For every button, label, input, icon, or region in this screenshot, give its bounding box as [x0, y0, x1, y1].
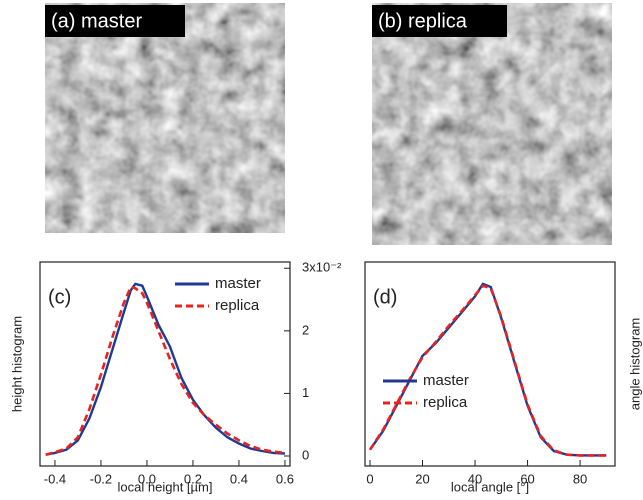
- series-line: [368, 284, 607, 457]
- x-tick-label: 0.0: [138, 471, 156, 486]
- legend-label: master: [423, 372, 469, 389]
- legend-label: master: [215, 275, 261, 292]
- x-tick-label: 0.2: [184, 471, 202, 486]
- x-axis-label: local angle [°]: [451, 479, 529, 494]
- x-tick-label: 80: [573, 471, 587, 486]
- image-label: (a) master: [51, 10, 142, 32]
- y-tick-label: 3x10⁻²: [302, 260, 342, 275]
- x-tick-label: 40: [468, 471, 482, 486]
- x-tick-label: 20: [415, 471, 429, 486]
- series-line: [45, 282, 285, 456]
- plot-frame: [364, 261, 616, 467]
- afm-image: [372, 3, 612, 245]
- x-tick-label: 0.4: [230, 471, 248, 486]
- afm-image: [45, 3, 285, 233]
- y-axis-label: height histogram: [9, 316, 24, 412]
- legend-label: replica: [423, 394, 468, 411]
- image-label: (b) replica: [378, 10, 468, 32]
- panel-label: (d): [373, 286, 397, 308]
- series-line: [45, 285, 286, 456]
- x-tick-label: 0.6: [276, 471, 294, 486]
- x-tick-label: 0: [366, 471, 373, 486]
- panel-label: (c): [48, 286, 71, 308]
- x-tick-label: 60: [520, 471, 534, 486]
- y-tick-label: 2: [302, 322, 309, 337]
- y-tick-label: 1: [302, 385, 309, 400]
- x-axis-label: local height [µm]: [118, 479, 213, 494]
- legend-label: replica: [215, 297, 260, 314]
- y-tick-label: 0: [302, 447, 309, 462]
- series-line: [369, 282, 607, 457]
- image-label-bg: [372, 5, 507, 37]
- y-axis-label: angle histogram: [627, 318, 642, 411]
- x-tick-label: -0.2: [90, 471, 112, 486]
- x-tick-label: -0.4: [44, 471, 66, 486]
- plot-frame: [39, 261, 291, 467]
- image-label-bg: [45, 5, 185, 37]
